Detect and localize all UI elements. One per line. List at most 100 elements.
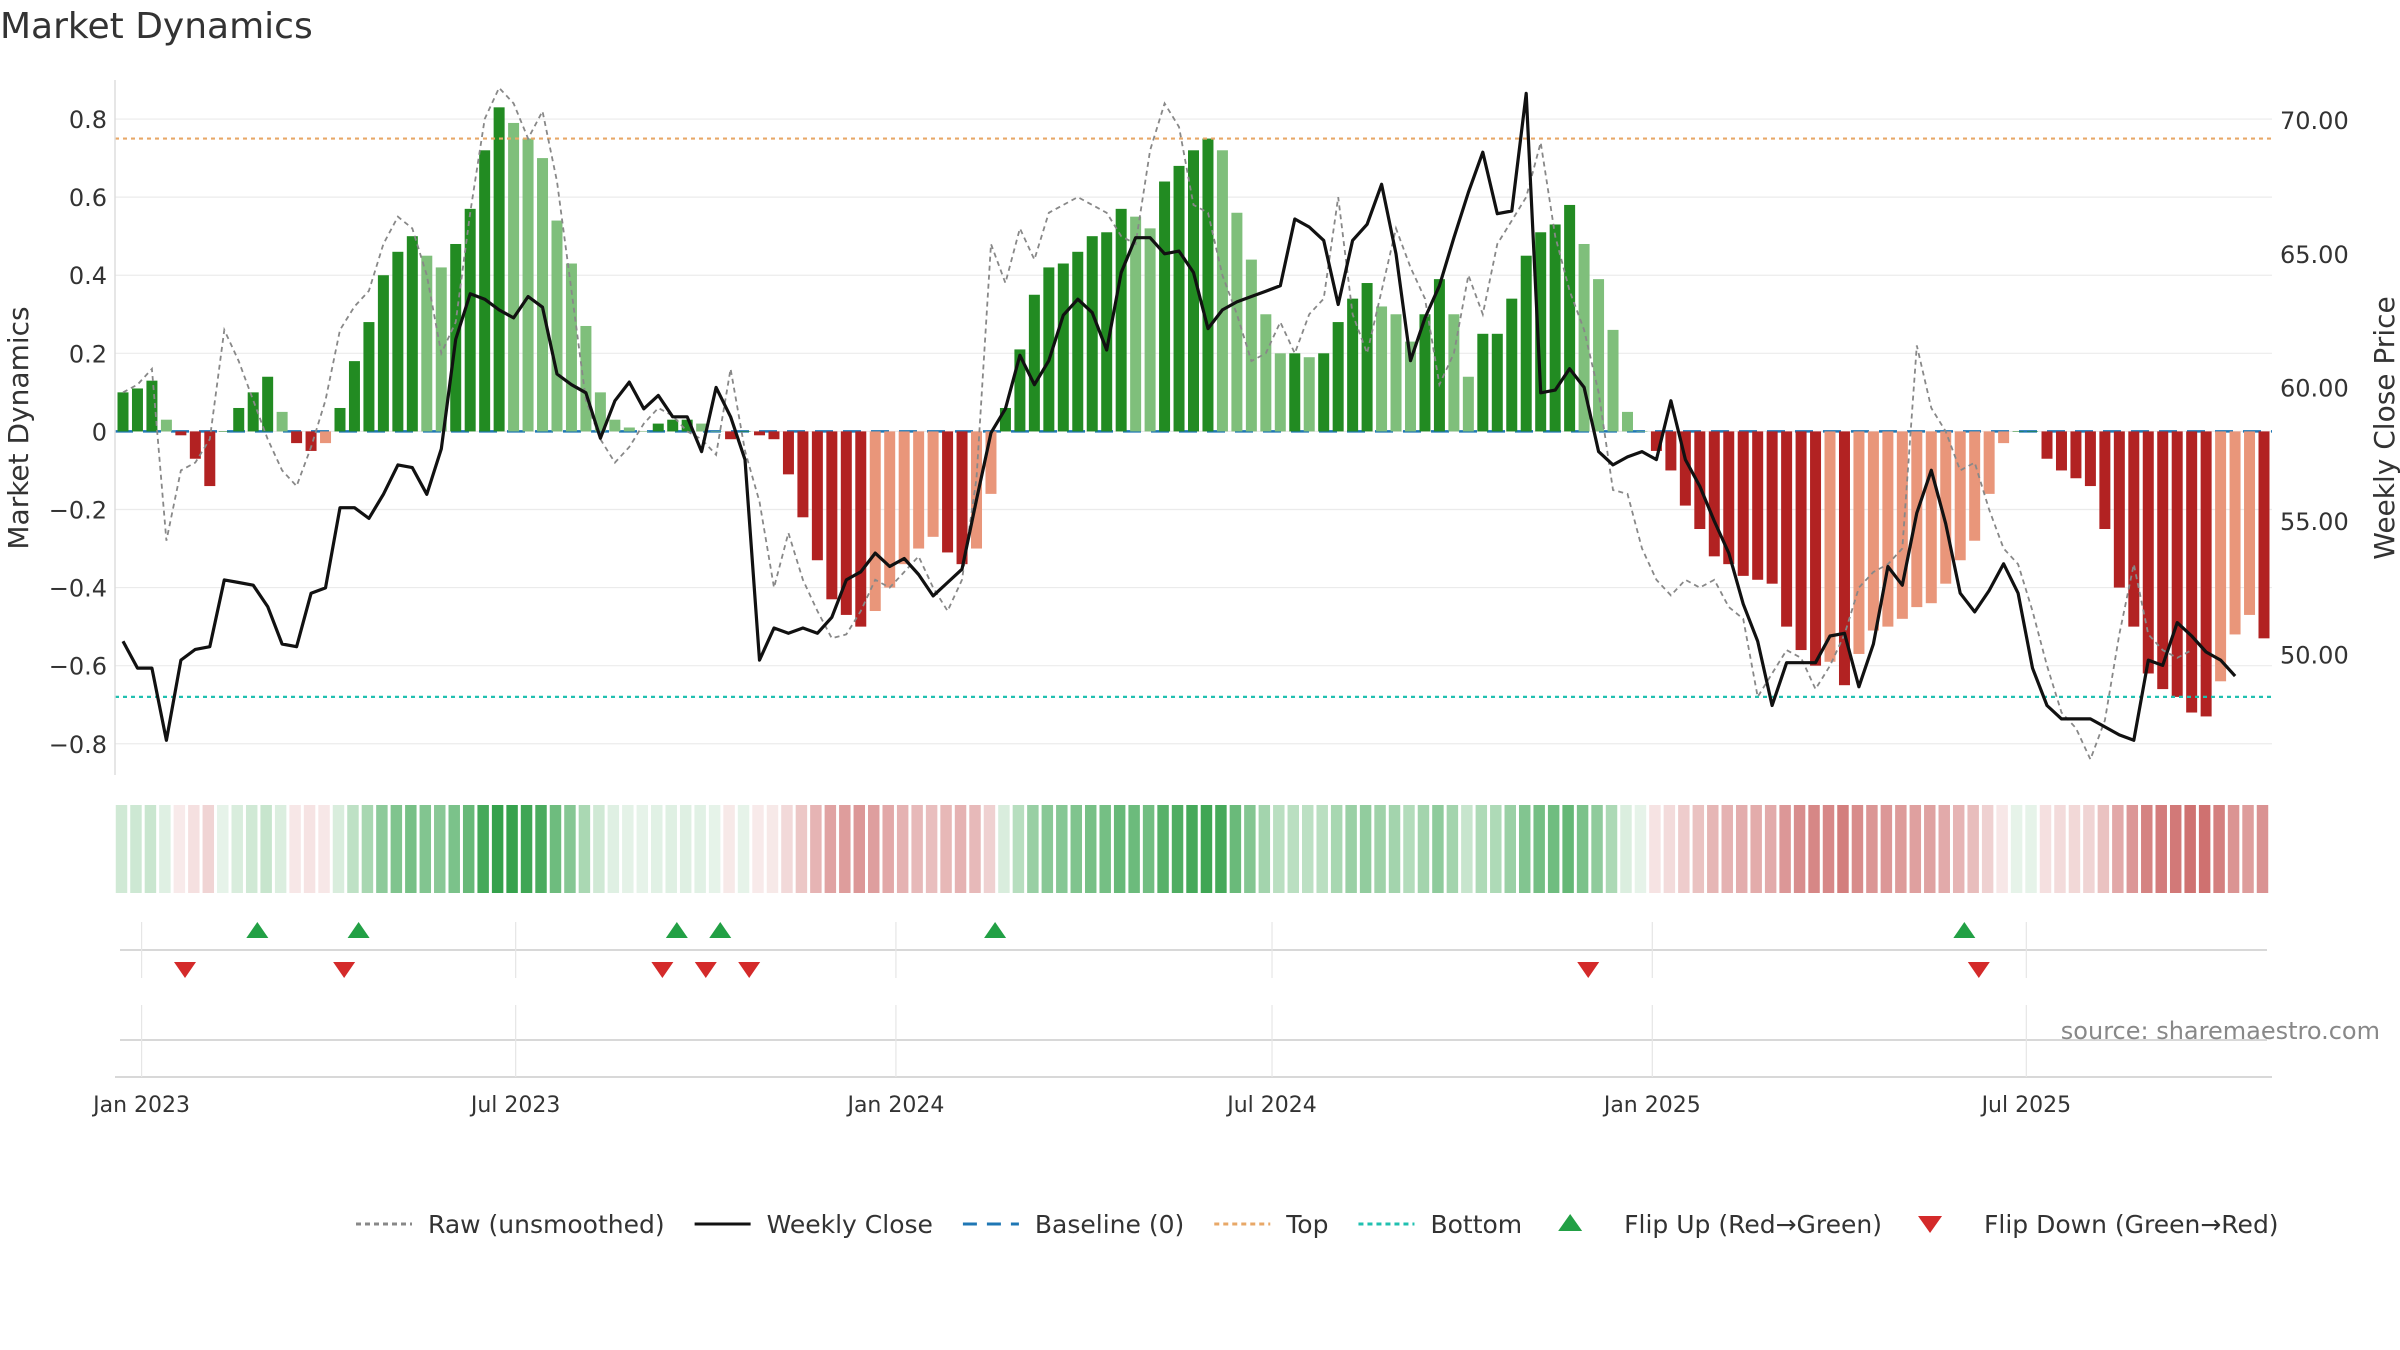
close-series [121,91,2237,742]
heat-cell [810,805,822,893]
bar [1028,294,1040,432]
bar [551,220,563,432]
bar [1173,165,1185,432]
bar [1057,263,1069,432]
bar [869,431,881,612]
bar [1144,228,1156,432]
heat-cell [2198,805,2211,893]
heat-cell [1938,805,1950,893]
heat-cell [1605,805,1618,893]
heat-cell [1591,805,1603,893]
bar [2186,431,2198,713]
heat-cell [2256,805,2269,893]
legend-flip-up-icon [1558,1214,1583,1231]
heat-cell [1403,805,1415,893]
bar [131,388,143,432]
bar [1332,322,1344,432]
bar [1535,232,1547,432]
bar [493,107,505,432]
flip-down-marker [333,962,356,978]
heat-cell [1793,805,1806,893]
bar [276,411,288,432]
heat-cell [405,805,417,893]
bar [464,208,476,432]
heat-cell [752,805,764,893]
x-tick-label: Jan 2023 [91,1093,190,1118]
bar [1998,431,2010,444]
bar [623,427,635,432]
legend-label: Flip Up (Red→Green) [1624,1210,1882,1239]
bar [1433,279,1445,432]
flip-up-marker [709,922,732,938]
bar [2258,431,2270,639]
heat-cell [1244,805,1256,893]
bar [2215,431,2227,682]
legend-label: Flip Down (Green→Red) [1984,1210,2279,1239]
heat-cell [593,805,605,893]
heat-cell [781,805,793,893]
bar [1969,431,1981,541]
bar [1043,267,1055,432]
bar [305,431,317,451]
bar [1101,232,1113,432]
bar [565,263,577,432]
heat-cell [1171,805,1184,893]
bar [1940,431,1952,584]
heat-cell [1924,805,1936,893]
heat-cell [665,805,677,893]
y2-tick-label: 55.00 [2280,508,2349,536]
bar [146,380,158,432]
heat-cell [1880,805,1893,893]
bar [537,158,549,432]
bar [291,431,303,444]
heat-cell [694,805,706,893]
legend-label: Baseline (0) [1035,1210,1184,1239]
heat-cell [853,805,866,893]
legend-item: Raw (unsmoothed) [356,1210,665,1239]
heat-cell [1041,805,1054,893]
bar [1607,329,1619,432]
bar [754,431,766,436]
heat-cell [549,805,562,893]
raw-unsmoothed-line [122,86,2193,762]
bar [638,431,650,432]
heat-cell [969,805,981,893]
bar [1621,411,1633,432]
bar [1983,431,1995,494]
bar [1665,431,1677,471]
heat-cell [1157,805,1169,893]
heat-cell [274,805,287,893]
bar [1072,251,1084,432]
bar [1824,431,1836,662]
bar [435,267,447,432]
y-tick-label: −0.2 [49,496,107,524]
bar [927,431,939,537]
bar [1260,314,1272,432]
bar [233,407,245,432]
bar [739,431,751,432]
flip-up-marker [665,922,688,938]
heat-cell [708,805,721,893]
heat-cell [188,805,200,893]
bar [999,407,1011,432]
heat-cell [1735,805,1748,893]
bar [363,322,375,432]
bar [1506,298,1518,432]
bar [1245,259,1257,432]
heat-cell [1287,805,1299,893]
heat-cell [1099,805,1111,893]
bar [1376,306,1388,432]
heat-cell [1345,805,1357,893]
bar [956,431,968,565]
legend-flip-down-icon [1918,1216,1943,1233]
heat-cell [202,805,215,893]
heat-cell [1967,805,1979,893]
legend-label: Bottom [1430,1210,1522,1239]
heat-cell [824,805,837,893]
y-tick-label: 0.6 [69,184,107,212]
bar [2084,431,2096,487]
weekly-close-line [121,91,2237,742]
heat-cell [1027,805,1039,893]
heat-cell [940,805,952,893]
bar [2128,431,2140,627]
